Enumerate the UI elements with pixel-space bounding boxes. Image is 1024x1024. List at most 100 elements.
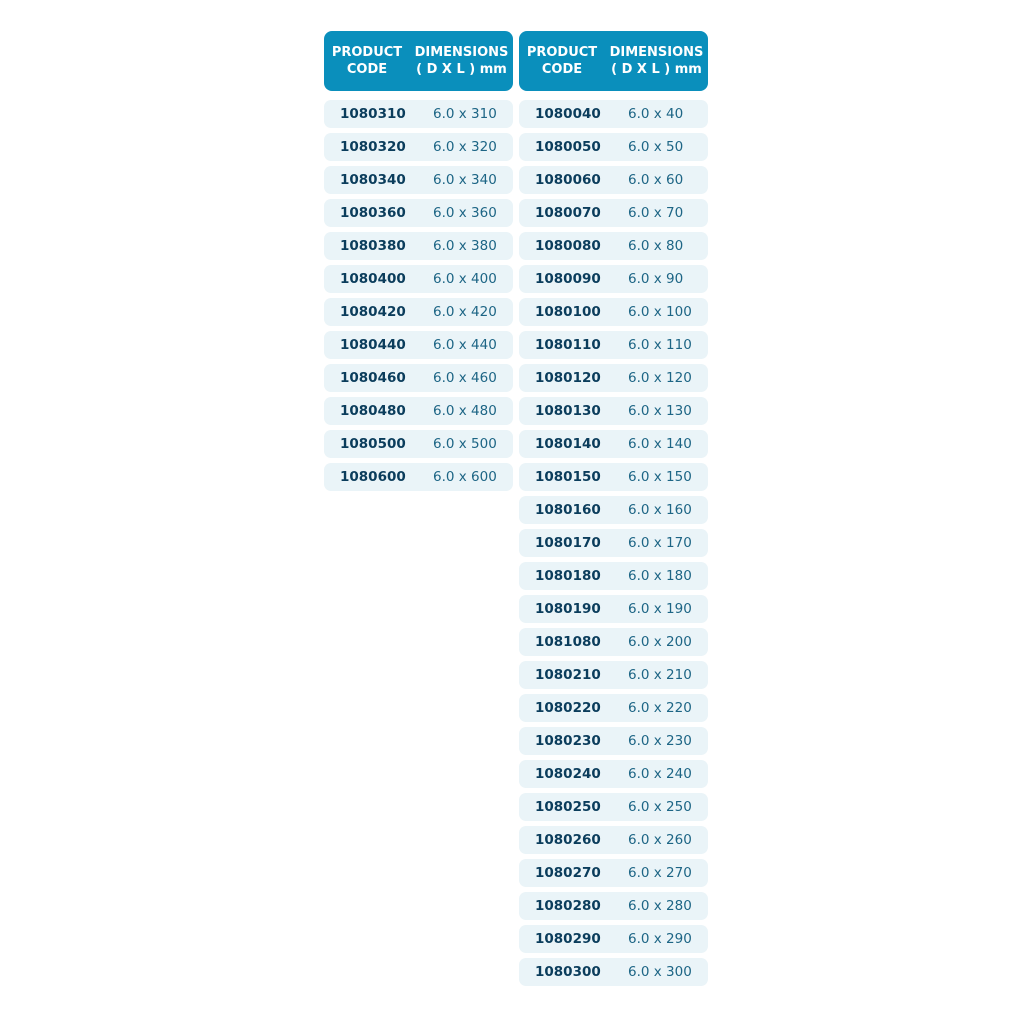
table-row: 1080280 6.0 x 280 <box>519 892 708 920</box>
product-code: 1080420 <box>340 304 406 320</box>
header-dimensions: DIMENSIONS( D X L ) mm <box>414 45 509 77</box>
table-row: 1080120 6.0 x 120 <box>519 364 708 392</box>
table-row: 1080100 6.0 x 100 <box>519 298 708 326</box>
dimensions: 6.0 x 160 <box>628 502 692 518</box>
table-row: 1080400 6.0 x 400 <box>324 265 513 293</box>
product-code: 1080290 <box>535 931 601 947</box>
table-row: 1080090 6.0 x 90 <box>519 265 708 293</box>
dimensions: 6.0 x 100 <box>628 304 692 320</box>
table-row: 1080220 6.0 x 220 <box>519 694 708 722</box>
dimensions: 6.0 x 70 <box>628 205 684 221</box>
product-code: 1080260 <box>535 832 601 848</box>
table-header: PRODUCT CODE DIMENSIONS( D X L ) mm <box>324 31 513 91</box>
table-row: 1080190 6.0 x 190 <box>519 595 708 623</box>
product-code: 1080170 <box>535 535 601 551</box>
table-row: 1080110 6.0 x 110 <box>519 331 708 359</box>
dimensions: 6.0 x 120 <box>628 370 692 386</box>
dimensions: 6.0 x 140 <box>628 436 692 452</box>
dimensions: 6.0 x 150 <box>628 469 692 485</box>
table-row: 1080260 6.0 x 260 <box>519 826 708 854</box>
dimensions: 6.0 x 460 <box>433 370 497 386</box>
table-row: 1080480 6.0 x 480 <box>324 397 513 425</box>
table-row: 1080070 6.0 x 70 <box>519 199 708 227</box>
table-row: 1080340 6.0 x 340 <box>324 166 513 194</box>
product-code: 1080240 <box>535 766 601 782</box>
dimensions: 6.0 x 90 <box>628 271 684 287</box>
dimensions: 6.0 x 340 <box>433 172 497 188</box>
dimensions: 6.0 x 190 <box>628 601 692 617</box>
dimensions: 6.0 x 250 <box>628 799 692 815</box>
product-code: 1080280 <box>535 898 601 914</box>
dimensions: 6.0 x 200 <box>628 634 692 650</box>
table-row: 1080160 6.0 x 160 <box>519 496 708 524</box>
product-code: 1080110 <box>535 337 601 353</box>
dimensions: 6.0 x 480 <box>433 403 497 419</box>
header-product-code: PRODUCT CODE <box>331 45 403 77</box>
dimensions: 6.0 x 240 <box>628 766 692 782</box>
product-code: 1080440 <box>340 337 406 353</box>
product-code: 1081080 <box>535 634 601 650</box>
dimensions: 6.0 x 220 <box>628 700 692 716</box>
product-code: 1080340 <box>340 172 406 188</box>
dimensions: 6.0 x 210 <box>628 667 692 683</box>
table-row: 1080130 6.0 x 130 <box>519 397 708 425</box>
dimensions: 6.0 x 320 <box>433 139 497 155</box>
dimensions: 6.0 x 270 <box>628 865 692 881</box>
right-product-table: PRODUCT CODE DIMENSIONS( D X L ) mm 10800… <box>519 31 708 991</box>
product-code: 1080090 <box>535 271 601 287</box>
table-row: 1080500 6.0 x 500 <box>324 430 513 458</box>
dimensions: 6.0 x 380 <box>433 238 497 254</box>
table-row: 1080060 6.0 x 60 <box>519 166 708 194</box>
table-row: 1080140 6.0 x 140 <box>519 430 708 458</box>
product-code: 1080460 <box>340 370 406 386</box>
product-code: 1080310 <box>340 106 406 122</box>
dimensions: 6.0 x 60 <box>628 172 684 188</box>
table-row: 1080310 6.0 x 310 <box>324 100 513 128</box>
table-row: 1080440 6.0 x 440 <box>324 331 513 359</box>
product-code: 1080360 <box>340 205 406 221</box>
dimensions: 6.0 x 130 <box>628 403 692 419</box>
table-row: 1080180 6.0 x 180 <box>519 562 708 590</box>
dimensions: 6.0 x 280 <box>628 898 692 914</box>
table-row: 1081080 6.0 x 200 <box>519 628 708 656</box>
product-code: 1080130 <box>535 403 601 419</box>
header-dimensions: DIMENSIONS( D X L ) mm <box>609 45 704 77</box>
dimensions: 6.0 x 440 <box>433 337 497 353</box>
table-row: 1080170 6.0 x 170 <box>519 529 708 557</box>
product-code: 1080120 <box>535 370 601 386</box>
product-code: 1080250 <box>535 799 601 815</box>
table-row: 1080240 6.0 x 240 <box>519 760 708 788</box>
dimensions: 6.0 x 80 <box>628 238 684 254</box>
dimensions: 6.0 x 170 <box>628 535 692 551</box>
table-row: 1080150 6.0 x 150 <box>519 463 708 491</box>
table-row: 1080290 6.0 x 290 <box>519 925 708 953</box>
table-row: 1080600 6.0 x 600 <box>324 463 513 491</box>
dimensions: 6.0 x 110 <box>628 337 692 353</box>
table-row: 1080210 6.0 x 210 <box>519 661 708 689</box>
product-code: 1080300 <box>535 964 601 980</box>
table-row: 1080080 6.0 x 80 <box>519 232 708 260</box>
product-code: 1080500 <box>340 436 406 452</box>
product-code: 1080050 <box>535 139 601 155</box>
product-code: 1080210 <box>535 667 601 683</box>
dimensions: 6.0 x 360 <box>433 205 497 221</box>
table-row: 1080360 6.0 x 360 <box>324 199 513 227</box>
product-code: 1080220 <box>535 700 601 716</box>
product-code: 1080150 <box>535 469 601 485</box>
dimensions: 6.0 x 230 <box>628 733 692 749</box>
product-code: 1080190 <box>535 601 601 617</box>
table-row: 1080230 6.0 x 230 <box>519 727 708 755</box>
dimensions: 6.0 x 50 <box>628 139 684 155</box>
dimensions: 6.0 x 300 <box>628 964 692 980</box>
dimensions: 6.0 x 180 <box>628 568 692 584</box>
product-code: 1080060 <box>535 172 601 188</box>
product-code: 1080040 <box>535 106 601 122</box>
product-code: 1080180 <box>535 568 601 584</box>
product-code: 1080100 <box>535 304 601 320</box>
dimensions: 6.0 x 40 <box>628 106 684 122</box>
dimensions: 6.0 x 260 <box>628 832 692 848</box>
product-code: 1080600 <box>340 469 406 485</box>
table-row: 1080050 6.0 x 50 <box>519 133 708 161</box>
product-code: 1080070 <box>535 205 601 221</box>
product-code: 1080080 <box>535 238 601 254</box>
